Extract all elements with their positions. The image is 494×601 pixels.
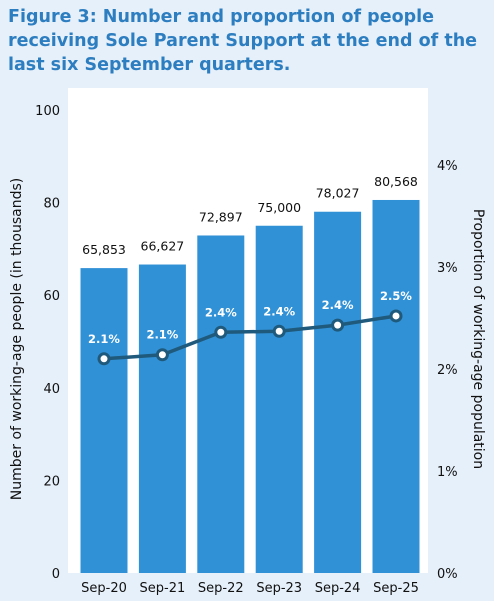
- x-tick-label: Sep-25: [373, 581, 419, 596]
- y2-tick-label: 4%: [437, 159, 458, 174]
- y2-tick-label: 3%: [437, 261, 458, 276]
- bar-sep-25: [372, 199, 420, 573]
- proportion-point: [155, 348, 169, 362]
- y2-axis-ticks: 0% 1% 2% 3% 4%: [437, 159, 458, 582]
- proportion-point: [214, 325, 228, 339]
- bar-value-label: 72,897: [199, 209, 243, 224]
- y2-tick-label: 2%: [437, 363, 458, 378]
- proportion-point: [331, 318, 345, 332]
- x-axis-ticks: Sep-20 Sep-21 Sep-22 Sep-23 Sep-24 Sep-25: [81, 581, 419, 596]
- bar-value-label: 78,027: [316, 186, 360, 201]
- line-series: 2.1% 2.1% 2.4% 2.4% 2.4% 2.5%: [88, 289, 412, 366]
- chart-title-line-2: receiving Sole Parent Support at the end…: [8, 31, 478, 51]
- bar-value-label: 75,000: [257, 200, 301, 215]
- bar-sep-23: [255, 225, 303, 573]
- y-axis-title: Number of working-age people (in thousan…: [9, 178, 25, 501]
- bar-sep-21: [138, 264, 186, 573]
- y2-axis-title: Proportion of working-age population: [470, 209, 486, 469]
- proportion-label: 2.4%: [205, 305, 237, 319]
- y2-tick-label: 0%: [437, 567, 458, 582]
- y2-tick-label: 1%: [437, 465, 458, 480]
- bar-sep-20: [80, 268, 128, 573]
- proportion-label: 2.4%: [263, 304, 295, 318]
- bar-sep-22: [197, 235, 245, 574]
- x-tick-label: Sep-21: [140, 581, 186, 596]
- proportion-line: [103, 314, 397, 361]
- y-axis-ticks: 0 20 40 60 80 100: [35, 104, 60, 582]
- y-tick-label: 40: [43, 382, 60, 397]
- proportion-point: [389, 309, 403, 323]
- x-tick-label: Sep-22: [198, 581, 244, 596]
- chart-title: Figure 3: Number and proportion of peopl…: [8, 5, 478, 77]
- bar-series: [80, 199, 420, 574]
- proportion-label: 2.5%: [380, 289, 412, 303]
- x-tick-label: Sep-24: [315, 581, 361, 596]
- bar-value-label: 65,853: [82, 242, 126, 257]
- y-tick-label: 0: [52, 567, 60, 582]
- chart-title-line-3: last six September quarters.: [8, 55, 291, 75]
- y-tick-label: 20: [43, 474, 60, 489]
- chart-title-line-1: Figure 3: Number and proportion of peopl…: [8, 7, 434, 27]
- proportion-label: 2.1%: [88, 332, 120, 346]
- bar-sep-24: [314, 211, 362, 573]
- proportion-point: [97, 352, 111, 366]
- y-tick-label: 60: [43, 289, 60, 304]
- y-tick-label: 80: [43, 197, 60, 212]
- proportion-label: 2.1%: [146, 328, 178, 342]
- bar-value-label: 66,627: [141, 239, 185, 254]
- x-tick-label: Sep-20: [81, 581, 127, 596]
- y-tick-label: 100: [35, 104, 60, 119]
- bar-value-labels: 65,853 66,627 72,897 75,000 78,027 80,568: [82, 174, 418, 257]
- proportion-label: 2.4%: [322, 298, 354, 312]
- x-tick-label: Sep-23: [256, 581, 302, 596]
- proportion-point: [272, 324, 286, 338]
- bar-value-label: 80,568: [374, 174, 418, 189]
